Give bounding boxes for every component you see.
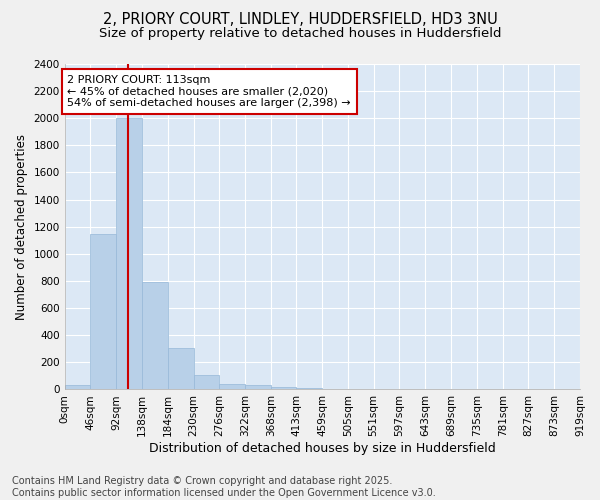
Text: Size of property relative to detached houses in Huddersfield: Size of property relative to detached ho…	[99, 28, 501, 40]
Text: Contains HM Land Registry data © Crown copyright and database right 2025.
Contai: Contains HM Land Registry data © Crown c…	[12, 476, 436, 498]
Bar	[142, 282, 168, 390]
Text: 2 PRIORY COURT: 113sqm
← 45% of detached houses are smaller (2,020)
54% of semi-: 2 PRIORY COURT: 113sqm ← 45% of detached…	[67, 75, 351, 108]
Bar	[220, 384, 245, 390]
Bar	[194, 375, 220, 390]
Bar	[168, 348, 194, 390]
Bar	[116, 118, 142, 390]
X-axis label: Distribution of detached houses by size in Huddersfield: Distribution of detached houses by size …	[149, 442, 496, 455]
Bar	[296, 388, 322, 390]
Bar	[65, 386, 91, 390]
Bar	[245, 386, 271, 390]
Text: 2, PRIORY COURT, LINDLEY, HUDDERSFIELD, HD3 3NU: 2, PRIORY COURT, LINDLEY, HUDDERSFIELD, …	[103, 12, 497, 28]
Bar	[91, 234, 116, 390]
Bar	[271, 388, 296, 390]
Bar	[322, 389, 348, 390]
Y-axis label: Number of detached properties: Number of detached properties	[15, 134, 28, 320]
